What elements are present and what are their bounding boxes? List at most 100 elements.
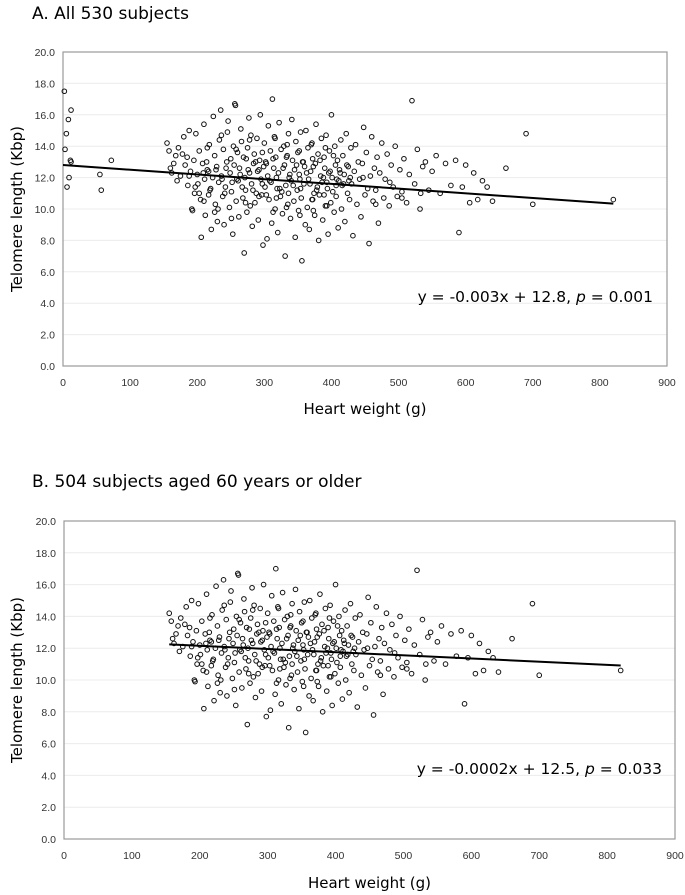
data-point — [259, 637, 266, 644]
data-point — [335, 225, 341, 231]
data-point — [64, 184, 70, 190]
data-point — [370, 712, 377, 718]
x-tick-label: 200 — [188, 377, 206, 389]
data-point — [238, 138, 245, 145]
data-point — [243, 666, 249, 672]
data-point — [247, 615, 254, 621]
data-point — [273, 195, 280, 201]
x-tick-label: 800 — [598, 850, 616, 862]
data-point — [263, 713, 270, 720]
data-point — [270, 209, 276, 215]
data-point — [325, 231, 331, 237]
data-point — [394, 193, 401, 200]
data-point — [175, 144, 182, 151]
data-point — [166, 610, 173, 617]
data-point — [300, 159, 307, 165]
data-point — [268, 592, 275, 599]
data-point — [204, 646, 211, 653]
data-point — [282, 253, 288, 259]
data-point — [328, 674, 334, 680]
data-point — [238, 648, 244, 655]
data-point — [172, 152, 179, 159]
data-point — [313, 626, 320, 632]
data-point — [390, 184, 396, 190]
data-point — [343, 130, 350, 137]
data-point — [351, 667, 357, 674]
data-point — [243, 624, 250, 631]
data-point — [206, 629, 213, 636]
data-point — [248, 181, 255, 187]
scatter-chart-a: 0.0 2.0 4.0 6.0 8.0 10.0 12.0 14.0 16.0 18.0 20.0 0… — [8, 47, 676, 418]
data-point — [372, 201, 379, 208]
data-point — [397, 613, 403, 620]
data-point — [319, 709, 326, 715]
data-point — [294, 187, 301, 193]
data-point — [212, 201, 219, 208]
data-point — [250, 674, 257, 680]
data-point — [207, 637, 213, 644]
data-point — [480, 667, 487, 674]
data-point — [287, 612, 294, 618]
data-point — [406, 171, 413, 178]
data-point — [169, 635, 176, 642]
data-point — [327, 199, 334, 206]
data-point — [303, 127, 309, 134]
data-point — [338, 206, 345, 212]
data-point — [385, 666, 392, 672]
data-point — [323, 688, 330, 694]
data-point — [303, 170, 310, 176]
data-point — [297, 632, 304, 639]
data-point — [272, 691, 278, 698]
data-point — [182, 621, 188, 628]
x-axis-label: Heart weight (g) — [308, 874, 431, 892]
data-point — [338, 627, 345, 634]
data-point — [354, 704, 361, 710]
data-point — [419, 616, 426, 623]
data-point — [393, 632, 399, 639]
data-point — [429, 168, 435, 175]
data-point — [191, 157, 197, 164]
data-point — [347, 174, 354, 181]
data-point — [233, 146, 239, 153]
data-point — [295, 149, 301, 156]
data-point — [201, 705, 207, 712]
data-point — [255, 670, 261, 677]
data-point — [194, 661, 200, 667]
data-point — [290, 182, 296, 189]
data-point — [289, 157, 296, 164]
data-point — [232, 102, 239, 109]
data-point — [292, 586, 299, 593]
data-point — [257, 112, 264, 118]
x-tick-label: 400 — [323, 377, 341, 389]
data-point — [317, 658, 324, 664]
data-point — [194, 654, 201, 661]
data-point — [318, 135, 325, 142]
data-point — [242, 187, 249, 193]
data-point — [273, 680, 280, 686]
data-point — [306, 226, 313, 233]
data-point — [236, 165, 243, 171]
data-point — [479, 177, 486, 184]
data-point — [219, 607, 225, 613]
data-point — [280, 656, 287, 663]
data-point — [216, 137, 223, 143]
data-point — [334, 659, 340, 666]
data-point — [253, 190, 260, 197]
data-point — [293, 627, 299, 634]
data-point — [279, 210, 286, 217]
data-point — [329, 174, 335, 181]
data-point — [313, 610, 319, 617]
data-point — [458, 627, 464, 634]
data-point — [208, 639, 215, 645]
data-point — [371, 165, 378, 171]
data-point — [260, 163, 267, 170]
plot-frame — [62, 51, 668, 367]
data-point — [327, 602, 333, 609]
data-point — [228, 588, 234, 594]
data-point — [246, 170, 253, 176]
data-point — [263, 192, 270, 198]
data-point — [503, 165, 509, 171]
data-point — [254, 168, 261, 175]
data-point — [254, 135, 260, 142]
data-point — [315, 151, 321, 157]
